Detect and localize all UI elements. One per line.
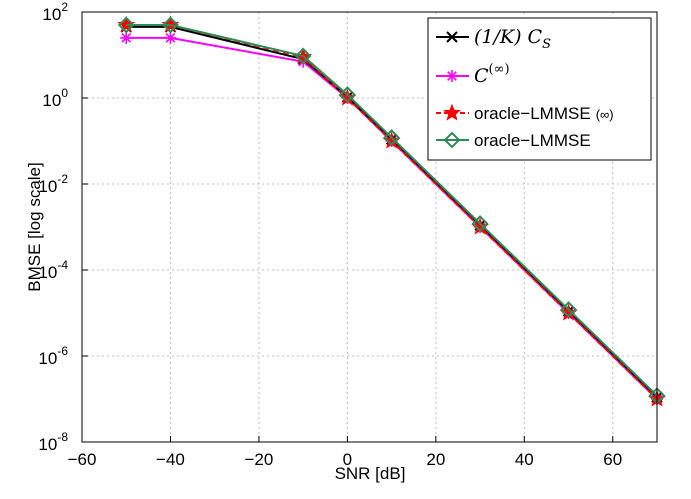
x-axis-label: SNR [dB] [335, 464, 406, 483]
asterisk-marker [120, 31, 133, 44]
x-tick-label: 20 [426, 450, 445, 469]
series-3 [117, 16, 666, 405]
legend-label: oracle−LMMSE (∞) [474, 104, 614, 123]
legend-entry: (1/K) CS [436, 26, 551, 52]
legend-entry: oracle−LMMSE (∞) [436, 103, 614, 123]
data-point [446, 70, 458, 82]
star-marker [443, 103, 461, 121]
asterisk-marker [446, 70, 458, 82]
y-axis-label: BMSE [log scale] [25, 162, 44, 291]
x-tick-label: −60 [68, 450, 97, 469]
diamond-marker [383, 129, 401, 147]
diamond-marker [338, 86, 356, 104]
x-tick-label: −40 [156, 450, 185, 469]
data-point [560, 301, 577, 319]
series-line [126, 23, 658, 397]
data-point [120, 31, 133, 44]
legend-label: (1/K) CS [474, 26, 551, 52]
diamond-marker [471, 215, 489, 233]
diamond-marker [560, 301, 577, 319]
diamond-marker [162, 16, 179, 34]
legend-label: oracle−LMMSE [474, 131, 591, 150]
data-point [443, 131, 461, 149]
x-tick-label: −20 [245, 450, 274, 469]
x-tick-label: 60 [603, 450, 622, 469]
y-tick-label: 10-8 [38, 430, 68, 454]
y-tick-label: 102 [42, 0, 68, 24]
data-point [443, 103, 461, 121]
asterisk-marker [164, 31, 177, 44]
legend-entry: oracle−LMMSE [436, 131, 591, 150]
data-point [383, 129, 401, 147]
x-tick-label: 0 [343, 450, 352, 469]
y-tick-label: 10-2 [38, 172, 68, 196]
diamond-marker [294, 47, 312, 65]
data-point [294, 47, 312, 65]
data-point [162, 16, 179, 34]
diamond-marker [117, 16, 135, 34]
legend-label: C(∞) [474, 62, 510, 87]
legend-box [427, 17, 652, 161]
y-tick-label: 10-4 [38, 258, 68, 282]
legend: (1/K) CS C(∞) oracle−LMMSE (∞) oracle−LMMSE [427, 17, 652, 161]
diamond-marker [443, 131, 461, 149]
data-point [338, 86, 356, 104]
data-point [117, 16, 135, 34]
plot-frame [81, 11, 658, 443]
legend-entry: C(∞) [436, 62, 510, 87]
x-tick-label: 40 [515, 450, 534, 469]
data-point [164, 31, 177, 44]
data-point [471, 215, 489, 233]
y-tick-label: 10-6 [38, 344, 68, 368]
data-point [446, 31, 458, 43]
y-tick-label: 100 [42, 86, 68, 110]
y-tick-labels: 102 100 10-2 10-4 10-6 10-8 [38, 0, 68, 454]
x-tick-labels: −60 −40 −20 0 20 40 60 [68, 450, 623, 469]
series-layer [117, 15, 666, 407]
x-marker [446, 31, 458, 43]
series-line [126, 23, 658, 400]
